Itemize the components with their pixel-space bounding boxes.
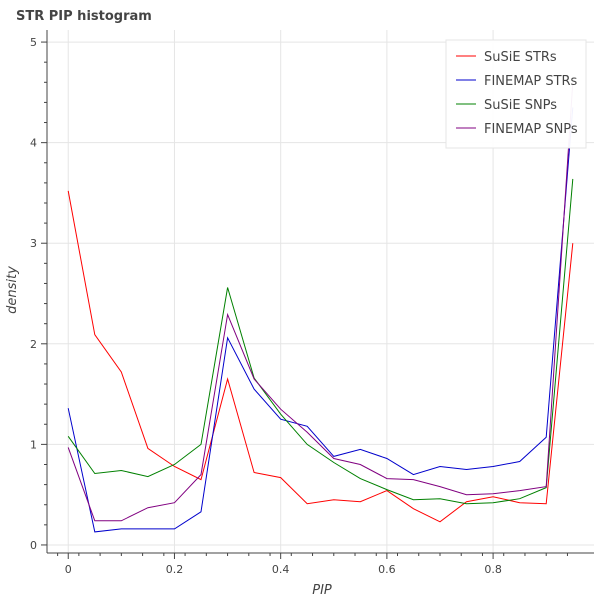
series-line-susie-snps [67,178,574,505]
x-tick-label: 0.8 [484,563,502,576]
series-lines [67,82,574,533]
x-axis-label: PIP [312,583,332,598]
legend-label: SuSiE SNPs [484,98,557,113]
legend-label: FINEMAP STRs [484,74,578,89]
axes: 0 1 2 3 4 5 0 0.2 0.4 0.6 0.8 [30,30,594,576]
legend-label: FINEMAP SNPs [484,122,578,137]
y-tick-label: 1 [30,438,37,451]
x-tick-label: 0.4 [272,563,290,576]
legend: SuSiE STRs FINEMAP STRs SuSiE SNPs FINEMAP … [445,39,587,149]
series-line-finemap-snps [67,82,574,522]
y-axis-label: density [5,266,20,314]
x-tick-label: 0.6 [378,563,396,576]
y-tick-label: 2 [30,338,37,351]
y-tick-label: 3 [30,237,37,250]
series-line-susie-strs [67,190,574,523]
series-line-finemap-strs [67,107,574,533]
x-tick-label: 0 [65,563,72,576]
legend-box [445,39,587,149]
x-tick-label: 0.2 [166,563,184,576]
legend-label: SuSiE STRs [484,50,557,65]
chart-title: STR PIP histogram [16,9,152,24]
y-tick-label: 5 [30,36,37,49]
y-tick-label: 0 [30,539,37,552]
y-tick-label: 4 [30,137,37,150]
